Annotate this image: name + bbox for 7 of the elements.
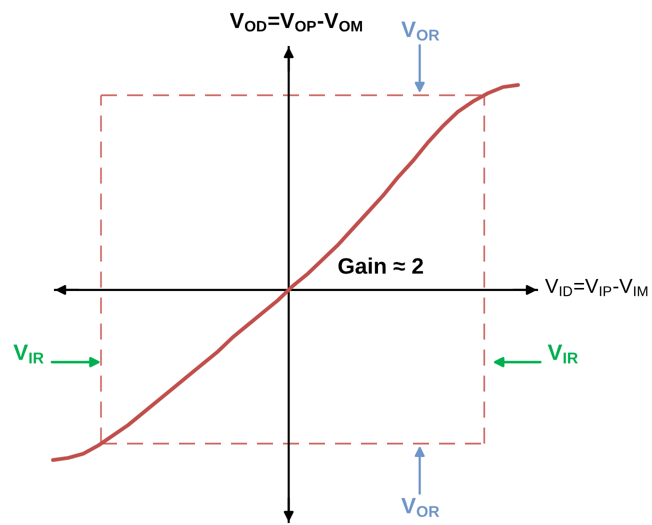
ref-line-label: V$_{OR}$ (401, 498, 440, 517)
annotation: Gain ≈ 2 (338, 258, 423, 274)
ref-line-label: V$_{OR}$ (401, 22, 440, 41)
text: V$_{IR}$ (548, 344, 578, 364)
x-axis-title: V$_{ID}$=V$_{IP}$-V$_{IM}$ (545, 279, 648, 296)
text: V$_{IR}$ (13, 344, 44, 364)
y-axis-title: V$_{OD}$=V$_{OP}$-V$_{OM}$ (230, 13, 362, 32)
